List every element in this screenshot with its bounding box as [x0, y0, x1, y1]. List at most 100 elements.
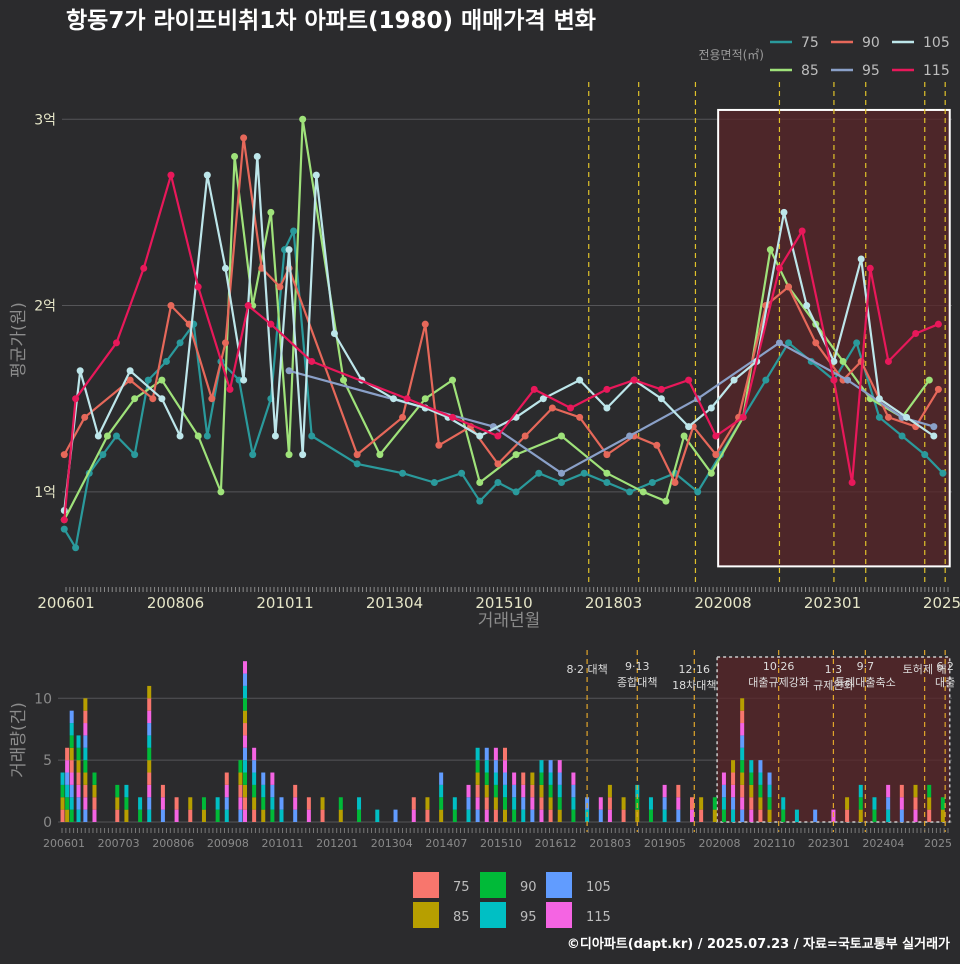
data-point-75	[939, 469, 947, 477]
volume-bar-segment	[92, 772, 97, 785]
data-point-85	[766, 246, 774, 254]
x-tick-label: 201803	[585, 594, 642, 612]
data-point-105	[203, 171, 211, 179]
data-point-75	[290, 227, 298, 235]
data-point-75	[203, 432, 211, 440]
volume-bar-segment	[557, 772, 562, 785]
volume-bar-segment	[243, 797, 248, 810]
data-point-115	[244, 302, 252, 310]
volume-bar-segment	[530, 797, 535, 810]
volume-bar-segment	[721, 772, 726, 785]
volume-bar-segment	[940, 809, 945, 822]
data-point-75	[476, 497, 484, 505]
data-point-105	[271, 432, 279, 440]
data-point-115	[830, 376, 838, 384]
volume-bar-segment	[306, 797, 311, 810]
vol-x-tick-label: 201011	[262, 837, 304, 850]
data-point-75	[557, 479, 565, 487]
volume-bar-segment	[475, 797, 480, 810]
volume-y-axis-title: 거래량(건)	[9, 702, 29, 778]
volume-bar-segment	[293, 809, 298, 822]
volume-bar-segment	[899, 797, 904, 810]
data-point-85	[267, 208, 275, 216]
volume-bar-segment	[65, 797, 70, 810]
volume-bar-segment	[76, 772, 81, 785]
data-point-75	[648, 479, 656, 487]
volume-bar-segment	[648, 797, 653, 810]
data-point-85	[557, 432, 565, 440]
volume-bar-segment	[503, 809, 507, 822]
volume-bar-segment	[69, 723, 74, 736]
volume-bar-segment	[858, 809, 863, 822]
volume-bar-segment	[115, 784, 120, 798]
policy-label: 18차대책	[672, 679, 716, 692]
data-point-90	[494, 460, 502, 468]
volume-bar-segment	[740, 710, 745, 724]
volume-bar-segment	[676, 784, 681, 798]
volume-bar-segment	[571, 797, 576, 810]
volume-bar-segment	[484, 747, 489, 761]
volume-bar-segment	[147, 772, 152, 785]
data-point-105	[603, 404, 611, 412]
volume-bar-segment	[124, 797, 129, 810]
policy-label: 규제완화	[813, 679, 853, 692]
volume-bar-segment	[740, 784, 745, 798]
data-point-75	[580, 469, 588, 477]
data-point-105	[903, 413, 911, 421]
data-point-85	[707, 469, 715, 477]
volume-bar-segment	[252, 797, 257, 810]
data-point-85	[376, 451, 384, 459]
data-point-90	[603, 451, 611, 459]
volume-bar-segment	[721, 784, 726, 798]
volume-bar-segment	[320, 797, 325, 810]
data-point-115	[775, 264, 783, 272]
volume-bar-segment	[676, 809, 681, 822]
volume-bar-segment	[115, 797, 120, 810]
volume-bar-segment	[548, 760, 553, 773]
data-point-85	[680, 432, 688, 440]
vol-y-tick-label: 5	[43, 753, 52, 769]
volume-bar-segment	[243, 685, 248, 699]
policy-label: 6·2	[936, 660, 954, 673]
volume-bar-segment	[243, 809, 248, 822]
volume-bar-segment	[731, 760, 736, 773]
vol-x-tick-label: 201510	[480, 837, 522, 850]
data-point-90	[521, 432, 529, 440]
volume-bar-segment	[92, 809, 97, 822]
volume-bar-segment	[243, 772, 248, 785]
volume-bar-segment	[147, 784, 152, 798]
volume-bar-segment	[607, 809, 612, 822]
legend-label-105: 105	[923, 35, 950, 51]
data-point-105	[730, 376, 738, 384]
volume-bar-segment	[270, 784, 275, 798]
legend-label-105: 105	[586, 880, 611, 895]
volume-bar-segment	[512, 809, 517, 822]
data-point-115	[657, 385, 665, 393]
volume-bar-segment	[76, 809, 81, 822]
volume-bar-segment	[201, 809, 206, 822]
top-legend: 75 90 105 85 95 115	[770, 35, 950, 79]
volume-bar-segment	[530, 772, 535, 785]
volume-bar-segment	[160, 797, 165, 810]
data-point-85	[662, 497, 670, 505]
volume-bar-segment	[306, 809, 311, 822]
data-point-75	[694, 488, 702, 496]
volume-bar-segment	[124, 784, 129, 798]
volume-bar-segment	[548, 797, 553, 810]
volume-bar-segment	[138, 809, 143, 822]
volume-bar-segment	[188, 797, 193, 810]
volume-bar-segment	[767, 809, 772, 822]
legend-label-85: 85	[801, 63, 819, 79]
vol-y-tick-label: 0	[43, 815, 52, 831]
volume-bar-segment	[174, 797, 179, 810]
data-point-75	[308, 432, 316, 440]
y-tick-label: 3억	[34, 112, 56, 128]
volume-bar-segment	[243, 760, 248, 773]
volume-bar-segment	[293, 797, 298, 810]
volume-bar-segment	[76, 797, 81, 810]
data-point-90	[435, 441, 443, 449]
volume-bar-segment	[598, 809, 603, 822]
volume-bar-segment	[238, 797, 243, 810]
data-point-95	[775, 339, 783, 347]
bottom-legend: 75 85 90 95 105 115	[413, 872, 611, 928]
